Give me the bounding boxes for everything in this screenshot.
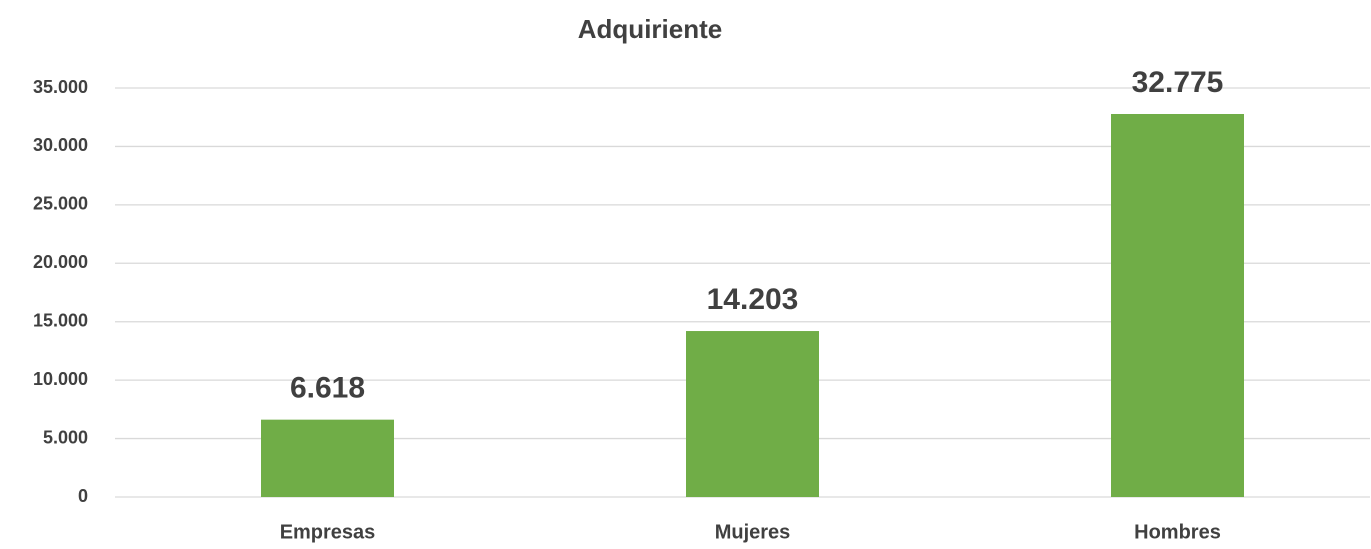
bar <box>1111 114 1244 497</box>
data-label: 14.203 <box>707 283 799 316</box>
data-label: 6.618 <box>290 372 365 405</box>
chart-title: Adquiriente <box>578 14 722 44</box>
y-tick-label: 0 <box>78 486 88 506</box>
x-tick-label: Mujeres <box>715 521 791 543</box>
y-tick-label: 15.000 <box>33 310 88 330</box>
y-tick-label: 35.000 <box>33 77 88 97</box>
data-label: 32.775 <box>1132 66 1224 99</box>
bar <box>261 419 394 497</box>
bar <box>686 331 819 497</box>
y-tick-label: 5.000 <box>43 427 88 447</box>
x-tick-label: Hombres <box>1134 521 1221 543</box>
x-tick-label: Empresas <box>280 521 376 543</box>
y-tick-label: 25.000 <box>33 194 88 214</box>
y-tick-label: 30.000 <box>33 135 88 155</box>
y-tick-label: 20.000 <box>33 252 88 272</box>
y-tick-label: 10.000 <box>33 369 88 389</box>
